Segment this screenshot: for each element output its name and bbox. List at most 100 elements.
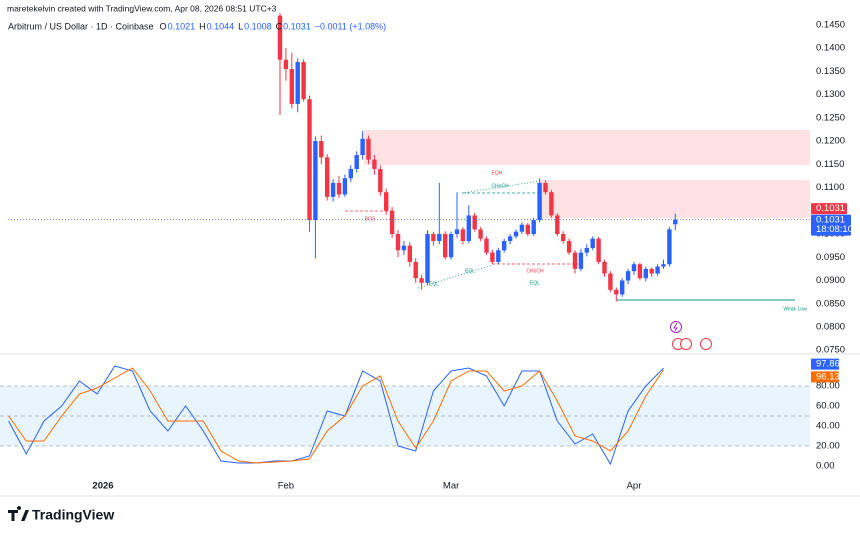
oscillator-line bbox=[8, 365, 664, 466]
candle-body bbox=[431, 234, 436, 241]
value-tag: 97.86 bbox=[816, 359, 840, 370]
candle-body bbox=[407, 245, 412, 262]
price-tag: 0.1031 bbox=[816, 215, 845, 226]
structure-label: Weak Low bbox=[783, 306, 807, 312]
candle-body bbox=[460, 229, 466, 241]
y-tick-label: 80.00 bbox=[816, 381, 840, 392]
x-tick-label: Feb bbox=[278, 481, 294, 492]
event-icon-glyph bbox=[673, 322, 678, 332]
event-icon[interactable] bbox=[700, 338, 712, 350]
y-tick-label: 0.0900 bbox=[816, 275, 845, 286]
axes: 0.07500.08000.08500.09000.09500.10000.10… bbox=[92, 19, 853, 491]
candle-body bbox=[502, 240, 507, 251]
oscillator-pane bbox=[0, 365, 810, 466]
candle-body bbox=[584, 247, 589, 253]
ohlc-key: H bbox=[199, 21, 206, 31]
ohlc-key: C bbox=[276, 21, 283, 31]
logo-mark bbox=[8, 506, 29, 521]
candle-body bbox=[602, 261, 607, 274]
candle-body bbox=[596, 238, 601, 262]
event-icon[interactable] bbox=[680, 338, 692, 350]
candle-body bbox=[667, 229, 672, 265]
candle-body bbox=[637, 264, 643, 279]
candle-body bbox=[425, 234, 430, 283]
candle-body bbox=[472, 215, 477, 230]
y-tick-label: 0.1100 bbox=[816, 182, 844, 193]
x-tick-label: 2026 bbox=[92, 481, 113, 492]
brand: TradingView bbox=[32, 507, 114, 523]
x-tick-label: Apr bbox=[627, 481, 642, 492]
candle-body bbox=[531, 220, 536, 235]
candle-body bbox=[519, 224, 525, 232]
ohlc-key: L bbox=[238, 21, 243, 31]
y-tick-label: 0.0950 bbox=[816, 252, 845, 263]
candle-body bbox=[543, 182, 548, 193]
candle-body bbox=[513, 231, 519, 237]
y-tick-label: 40.00 bbox=[816, 421, 840, 432]
candle-body bbox=[378, 168, 383, 193]
y-tick-label: 20.00 bbox=[816, 441, 840, 452]
structure-line bbox=[461, 180, 541, 194]
candle-body bbox=[466, 215, 471, 241]
candle-body bbox=[348, 168, 353, 179]
candle-body bbox=[325, 157, 330, 197]
y-tick-label: 0.0850 bbox=[816, 298, 845, 309]
value-tag-bg bbox=[811, 358, 839, 370]
candle-body bbox=[655, 266, 660, 274]
candle-body bbox=[389, 210, 395, 235]
candle-body bbox=[289, 69, 294, 104]
candle-body bbox=[277, 15, 283, 60]
value-tag: 96.13 bbox=[816, 371, 840, 382]
structure-label: EQL bbox=[530, 280, 540, 286]
candle-body bbox=[366, 138, 371, 160]
candle-body bbox=[572, 252, 578, 269]
candle-body bbox=[561, 234, 566, 241]
candle-body bbox=[336, 182, 342, 195]
price-tag-bg bbox=[811, 214, 851, 236]
y-tick-label: 0.1250 bbox=[816, 112, 845, 123]
candle-body bbox=[566, 240, 572, 253]
y-tick-label: 0.1150 bbox=[816, 159, 844, 170]
structure-label: EQH bbox=[492, 170, 503, 176]
ohlc-value: 0.1031 bbox=[283, 21, 311, 31]
credit: maretekelvin created with TradingView.co… bbox=[7, 3, 277, 13]
candle-body bbox=[614, 289, 619, 295]
candle-body bbox=[330, 182, 336, 197]
y-tick-label: 0.1200 bbox=[816, 136, 845, 147]
oscillator-line bbox=[8, 367, 664, 464]
candle-body bbox=[307, 99, 312, 221]
candle-body bbox=[354, 155, 359, 169]
value-tag-bg bbox=[811, 371, 839, 383]
candle-body bbox=[496, 250, 501, 262]
candle-body bbox=[313, 141, 318, 221]
countdown: 18:08:10 bbox=[816, 224, 853, 235]
y-tick-label: 0.1450 bbox=[816, 19, 845, 30]
candle-body bbox=[643, 268, 648, 279]
candle-body bbox=[549, 192, 554, 216]
symbol: Arbitrum / US Dollar · 1D · Coinbase bbox=[8, 21, 154, 31]
candle-body bbox=[401, 245, 407, 251]
candle-body bbox=[419, 278, 424, 283]
event-icon[interactable] bbox=[670, 321, 682, 333]
ohlc-value: 0.1044 bbox=[207, 21, 235, 31]
candle-body bbox=[319, 141, 324, 158]
candle-body bbox=[507, 236, 513, 241]
y-tick-label: 0.1350 bbox=[816, 66, 845, 77]
candle-body bbox=[372, 159, 377, 169]
candle-body bbox=[413, 261, 418, 279]
candle-body bbox=[437, 234, 442, 241]
structure-label: BOS bbox=[365, 216, 376, 222]
price-tag: 0.1031 bbox=[816, 203, 845, 214]
structure-label: CHoCH bbox=[526, 268, 544, 274]
candle-body bbox=[649, 268, 654, 274]
candle-body bbox=[525, 224, 530, 235]
x-tick-label: Mar bbox=[443, 481, 459, 492]
candle-body bbox=[490, 252, 495, 262]
candle-body bbox=[631, 264, 637, 272]
candle-body bbox=[578, 252, 584, 269]
candle-body bbox=[537, 182, 542, 221]
y-tick-label: 0.0750 bbox=[816, 345, 845, 356]
candle-body bbox=[454, 229, 460, 235]
y-tick-label: 0.1300 bbox=[816, 89, 845, 100]
